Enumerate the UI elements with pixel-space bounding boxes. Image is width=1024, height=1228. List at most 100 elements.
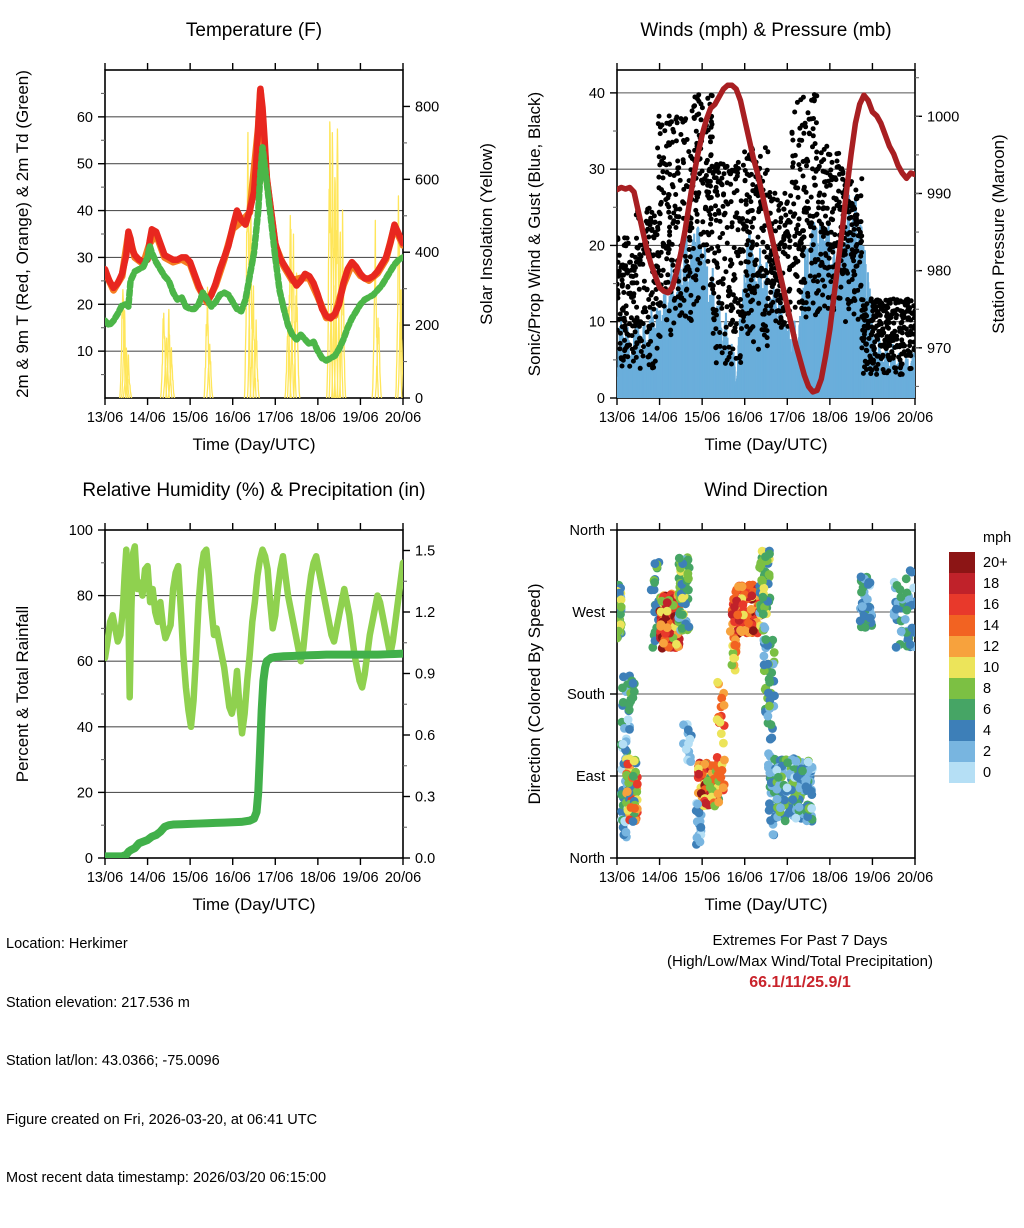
legend-label: 10 — [983, 660, 999, 676]
gust-point — [875, 361, 881, 367]
x-tick-label: 14/06 — [641, 870, 677, 886]
gust-point — [631, 299, 637, 305]
gust-point — [810, 300, 816, 306]
x-axis-label: Time (Day/UTC) — [192, 435, 315, 454]
gust-point — [640, 321, 646, 327]
data-series — [105, 543, 403, 737]
direction-point — [896, 627, 906, 636]
gust-point — [674, 170, 680, 176]
x-tick-label: 18/06 — [300, 870, 336, 886]
direction-point — [737, 582, 747, 592]
gust-point — [631, 268, 637, 273]
gust-point — [863, 341, 869, 347]
gust-point — [695, 256, 701, 262]
gust-point — [877, 342, 883, 348]
gust-point — [769, 308, 775, 314]
direction-point — [617, 609, 625, 619]
direction-point — [684, 574, 693, 583]
gust-point — [661, 241, 667, 247]
gust-point — [617, 340, 623, 346]
gust-point — [777, 292, 783, 298]
gust-point — [845, 238, 851, 244]
y-tick-label-right: 1.2 — [415, 605, 435, 621]
gust-point — [828, 167, 834, 173]
gust-point — [672, 203, 678, 209]
gust-point — [827, 172, 833, 178]
panel-winds: Winds (mph) & Pressure (mb) 13/06 14/06 15/… — [512, 0, 1024, 460]
direction-point — [780, 795, 789, 805]
direction-point — [794, 802, 804, 812]
direction-point — [733, 610, 743, 620]
gust-point — [662, 128, 668, 134]
x-tick-label: 16/06 — [727, 410, 763, 426]
gust-point — [801, 245, 807, 251]
gust-point — [816, 205, 822, 211]
gust-point — [721, 191, 727, 197]
gust-point — [681, 186, 687, 192]
direction-point — [772, 765, 782, 775]
gust-point — [797, 166, 803, 172]
direction-point — [755, 562, 764, 572]
gust-point — [756, 206, 762, 212]
x-tick-label: 20/06 — [385, 410, 421, 426]
gust-point — [621, 290, 627, 295]
gust-point — [853, 215, 859, 221]
gust-point — [899, 312, 905, 318]
gust-point — [829, 159, 835, 165]
direction-point — [895, 585, 905, 594]
gust-point — [827, 246, 833, 252]
gust-point — [792, 211, 798, 217]
gust-point — [674, 114, 680, 120]
gust-point — [794, 274, 800, 279]
legend-label: 6 — [983, 702, 991, 718]
gust-point — [854, 263, 860, 269]
gust-point — [647, 324, 653, 330]
direction-point — [695, 837, 705, 847]
gust-point — [898, 298, 903, 304]
gust-point — [748, 326, 754, 331]
y-tick-label-right: 0 — [415, 391, 423, 407]
gust-point — [843, 319, 848, 325]
gust-point — [710, 283, 716, 289]
gust-point — [625, 284, 631, 289]
gust-point — [762, 307, 768, 313]
gust-point — [815, 279, 820, 284]
data-series — [203, 286, 212, 398]
gust-point — [738, 260, 744, 266]
gust-point — [822, 169, 828, 175]
gust-point — [724, 304, 730, 310]
gust-point — [749, 245, 754, 251]
gust-point — [674, 120, 680, 126]
gust-point — [822, 226, 828, 232]
direction-point — [714, 797, 724, 807]
gust-point — [617, 330, 623, 336]
gust-point — [684, 258, 690, 264]
gust-point — [808, 194, 814, 200]
data-series — [331, 176, 339, 398]
gust-point — [815, 199, 821, 205]
direction-point — [677, 624, 687, 633]
gust-point — [739, 326, 744, 332]
gust-point — [845, 244, 851, 250]
gust-point — [617, 327, 620, 333]
gust-point — [700, 285, 706, 291]
gust-point — [897, 365, 903, 371]
gust-point — [691, 104, 697, 109]
panel-title: Wind Direction — [704, 480, 828, 501]
gust-point — [722, 331, 728, 337]
direction-point — [738, 600, 748, 610]
gust-point — [803, 314, 809, 320]
gust-point — [728, 181, 734, 187]
gust-point — [654, 345, 660, 351]
direction-point — [744, 618, 753, 628]
x-tick-label: 18/06 — [812, 410, 848, 426]
gust-point — [655, 250, 661, 256]
gust-point — [704, 189, 710, 195]
y-tick-label: 20 — [77, 785, 93, 801]
gust-point — [784, 229, 790, 235]
gust-point — [637, 252, 643, 258]
gust-point — [769, 266, 775, 272]
y-tick-label-right: 0.0 — [415, 851, 435, 867]
gust-point — [646, 362, 652, 368]
gust-point — [796, 216, 802, 222]
